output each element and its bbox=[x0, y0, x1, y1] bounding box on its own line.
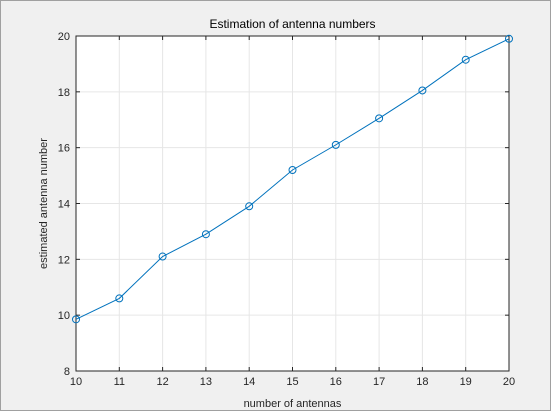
y-tick-label: 8 bbox=[64, 366, 70, 378]
x-tick-label: 15 bbox=[286, 376, 298, 388]
y-tick-label: 16 bbox=[58, 143, 70, 155]
data-point bbox=[201, 230, 210, 239]
x-tick-label: 10 bbox=[70, 376, 82, 388]
series-line bbox=[75, 38, 510, 320]
data-point bbox=[331, 140, 340, 149]
x-tick-label: 12 bbox=[156, 376, 168, 388]
data-point bbox=[418, 86, 427, 95]
x-tick-label: 20 bbox=[503, 376, 515, 388]
data-point bbox=[288, 166, 297, 174]
x-tick-label: 18 bbox=[416, 376, 428, 388]
x-tick-label: 19 bbox=[460, 376, 472, 388]
data-point bbox=[505, 34, 513, 43]
y-tick-label: 18 bbox=[58, 87, 70, 99]
x-tick-label: 17 bbox=[373, 376, 385, 388]
data-point bbox=[72, 315, 80, 324]
x-tick-label: 16 bbox=[330, 376, 342, 388]
y-axis-title: estimated antenna number bbox=[38, 138, 50, 269]
data-point bbox=[245, 202, 254, 211]
x-tick-label: 13 bbox=[200, 376, 212, 388]
data-point bbox=[115, 294, 124, 303]
data-point bbox=[461, 55, 470, 64]
x-tick-label: 14 bbox=[243, 376, 255, 388]
x-axis-title: number of antennas bbox=[244, 398, 342, 410]
data-point bbox=[375, 114, 384, 123]
y-tick-label: 12 bbox=[58, 254, 70, 266]
chart-title: Estimation of antenna numbers bbox=[209, 17, 375, 31]
y-tick-label: 20 bbox=[58, 31, 70, 43]
y-tick-label: 10 bbox=[58, 310, 70, 322]
data-point bbox=[158, 252, 167, 261]
series-marks bbox=[72, 34, 513, 324]
y-tick-label: 14 bbox=[58, 199, 70, 211]
x-tick-label: 11 bbox=[114, 376, 125, 388]
